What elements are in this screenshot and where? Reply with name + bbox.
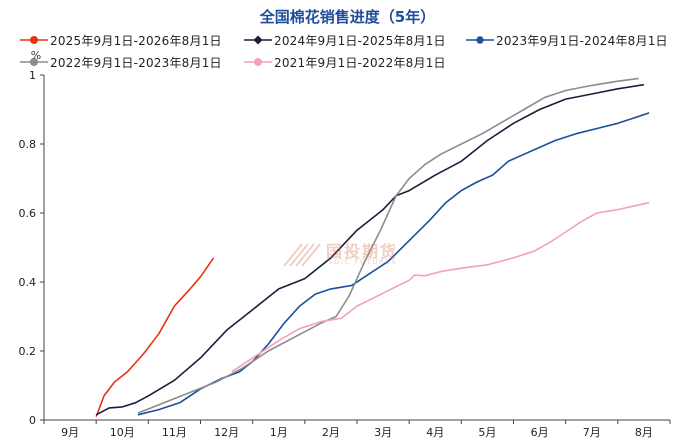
- watermark-subtext: SDIC FUTURES: [328, 258, 398, 266]
- x-tick-label: 5月: [478, 426, 496, 439]
- watermark-logo-icon: [283, 243, 321, 267]
- y-tick-label: 1: [29, 69, 36, 82]
- x-tick-label: 8月: [635, 426, 653, 439]
- legend-marker-icon: [466, 36, 494, 44]
- legend-label: 2025年9月1日-2026年8月1日: [50, 33, 222, 48]
- legend-marker-icon: [244, 58, 272, 66]
- series-line-3: [137, 112, 650, 416]
- legend-label: 2023年9月1日-2024年8月1日: [496, 33, 668, 48]
- series-line-1: [95, 257, 215, 417]
- x-tick-label: 10月: [110, 426, 135, 439]
- legend-marker-icon: [20, 58, 48, 66]
- watermark: 国投期货 SDIC FUTURES: [280, 236, 440, 272]
- legend-item-5: 2021年9月1日-2022年8月1日: [244, 52, 446, 72]
- legend-label: 2024年9月1日-2025年8月1日: [274, 33, 446, 48]
- x-tick-label: 6月: [531, 426, 549, 439]
- legend-item-3: 2023年9月1日-2024年8月1日: [466, 30, 668, 50]
- series-line-2: [95, 83, 645, 416]
- y-tick-label: 0.4: [19, 276, 37, 289]
- y-tick-label: 0.6: [19, 207, 37, 220]
- series-line-4: [137, 77, 639, 414]
- series-line-5: [231, 201, 650, 373]
- y-tick-label: 0: [29, 414, 36, 427]
- legend-item-4: 2022年9月1日-2023年8月1日: [20, 52, 222, 72]
- x-tick-label: 1月: [270, 426, 288, 439]
- legend-label: 2021年9月1日-2022年8月1日: [274, 55, 446, 70]
- y-tick-label: 0.8: [19, 138, 37, 151]
- x-tick-label: 2月: [322, 426, 340, 439]
- y-axis-label: %: [31, 49, 41, 62]
- legend-label: 2022年9月1日-2023年8月1日: [50, 55, 222, 70]
- legend: 2025年9月1日-2026年8月1日 2024年9月1日-2025年8月1日 20…: [0, 30, 695, 74]
- axes: 0 0.2 0.4 0.6 0.8 1% 9月 10月 11月 12月 1月 2月 3月 4月 5月 6月 7月…: [19, 49, 671, 439]
- watermark-text: 国投期货: [326, 242, 399, 261]
- y-tick-label: 0.2: [19, 345, 37, 358]
- x-tick-label: 11月: [162, 426, 187, 439]
- legend-item-2: 2024年9月1日-2025年8月1日: [244, 30, 446, 50]
- legend-item-1: 2025年9月1日-2026年8月1日: [20, 30, 222, 50]
- x-tick-label: 4月: [426, 426, 444, 439]
- x-tick-label: 7月: [583, 426, 601, 439]
- legend-marker-icon: [20, 36, 48, 44]
- series-layer: [95, 77, 650, 417]
- x-tick-label: 9月: [61, 426, 79, 439]
- legend-marker-icon: [244, 35, 272, 45]
- chart-title: 全国棉花销售进度（5年）: [259, 8, 436, 26]
- x-tick-label: 3月: [374, 426, 392, 439]
- x-tick-label: 12月: [214, 426, 239, 439]
